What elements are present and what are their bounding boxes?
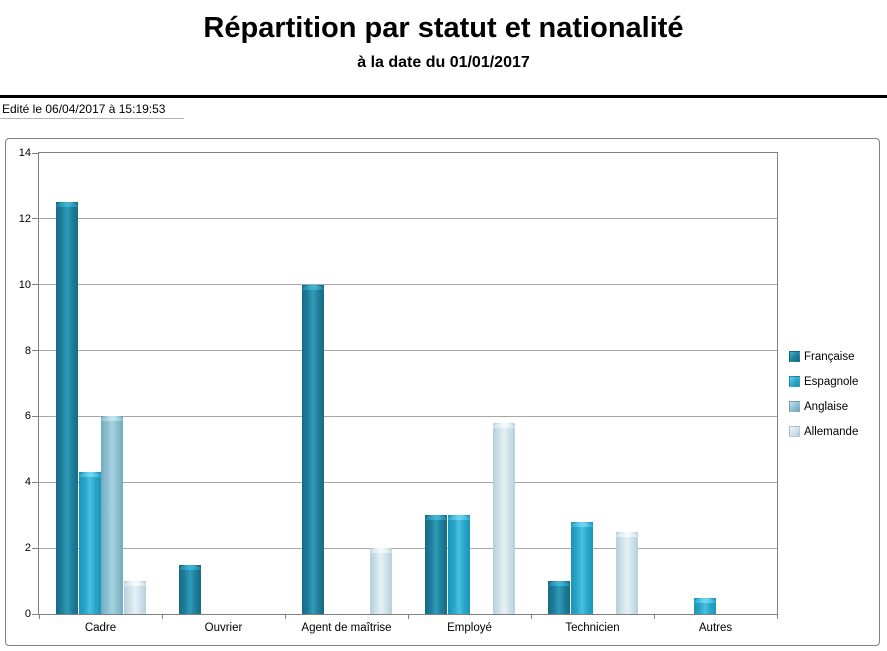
y-axis-label: 2 [24,542,31,555]
plot-area: 0 2 4 6 8 10 12 14 Cadre Ouvrier Agent de maîtrise… [19,147,778,634]
y-axis-label: 6 [24,410,31,423]
legend-label: Française [804,350,855,363]
bar-espagnole-technicien [570,521,593,614]
gridline [39,481,777,483]
gridline [39,547,777,549]
bar-top-highlight [548,581,570,587]
bar-top-highlight [78,472,101,478]
y-axis-label: 8 [24,344,31,357]
bar-française-agent-de-ma-trise [302,284,324,614]
bar-anglaise-cadre [101,416,123,614]
gridline [39,284,777,286]
legend-label: Anglaise [804,400,849,413]
bar-top-highlight [447,515,470,521]
bar-top-highlight [425,515,447,521]
bar-top-highlight [302,284,324,290]
bar-top-highlight [369,548,392,554]
x-axis-label: Agent de maîtrise [301,622,392,634]
x-axis-tick [38,614,40,619]
x-axis-tick [530,614,532,619]
legend-item-allemande: Allemande [789,419,858,444]
header-rule [0,95,887,98]
legend-label: Espagnole [804,375,859,388]
bar-espagnole-autres [693,597,716,614]
bar-top-highlight [56,202,78,208]
bar-top-highlight [179,564,201,570]
legend-swatch-icon [789,401,800,412]
bar-top-highlight [615,531,638,537]
bar-top-highlight [570,521,593,527]
x-axis-label: Autres [698,622,733,634]
y-axis-label: 14 [18,147,31,159]
y-axis-tick [32,415,38,417]
y-axis-tick [32,218,38,220]
bar-top-highlight [492,423,515,429]
x-axis-label: Employé [447,622,492,634]
bar-allemande-agent-de-ma-trise [369,548,392,614]
bar-allemande-technicien [615,531,638,614]
y-axis-tick [32,152,38,154]
x-axis-tick [161,614,163,619]
legend-swatch-icon [789,351,800,362]
edited-timestamp: Edité le 06/04/2017 à 15:19:53 [2,102,166,116]
legend: Française Espagnole Anglaise Allemande [789,344,858,444]
gridline [39,350,777,352]
bar-espagnole-cadre [78,472,101,614]
x-axis-label: Cadre [84,622,117,634]
bar-allemande-employ- [492,423,515,614]
bar-française-technicien [548,581,570,614]
bar-française-ouvrier [179,564,201,614]
chart: 0 2 4 6 8 10 12 14 Cadre Ouvrier Agent de maîtrise… [5,138,880,646]
gridline [39,218,777,220]
bar-espagnole-employ- [447,515,470,614]
y-axis-tick [32,481,38,483]
edited-underline [0,118,184,119]
x-axis-tick [407,614,409,619]
bar-top-highlight [123,581,146,587]
legend-item-anglaise: Anglaise [789,394,858,419]
y-axis-tick [32,284,38,286]
bar-top-highlight [101,416,123,422]
y-axis-tick [32,613,38,615]
y-axis-label: 12 [18,212,31,225]
bar-française-employ- [425,515,447,614]
x-axis-tick [776,614,778,619]
x-axis-label: Ouvrier [204,622,243,634]
y-axis-label: 10 [18,278,31,291]
gridline [39,415,777,417]
y-axis-tick [32,350,38,352]
x-axis-tick [653,614,655,619]
legend-item-française: Française [789,344,858,369]
legend-swatch-icon [789,426,800,437]
y-axis-label: 0 [24,608,31,620]
bar-top-highlight [693,597,716,603]
y-axis-tick [32,547,38,549]
chart-title: Répartition par statut et nationalité [203,12,684,44]
chart-subtitle: à la date du 01/01/2017 [357,54,530,71]
legend-swatch-icon [789,376,800,387]
x-axis-label: Technicien [565,622,620,634]
y-axis-label: 4 [24,476,31,489]
legend-item-espagnole: Espagnole [789,369,858,394]
bar-allemande-cadre [123,581,146,614]
x-axis-tick [284,614,286,619]
bar-française-cadre [56,202,78,614]
legend-label: Allemande [804,425,859,438]
